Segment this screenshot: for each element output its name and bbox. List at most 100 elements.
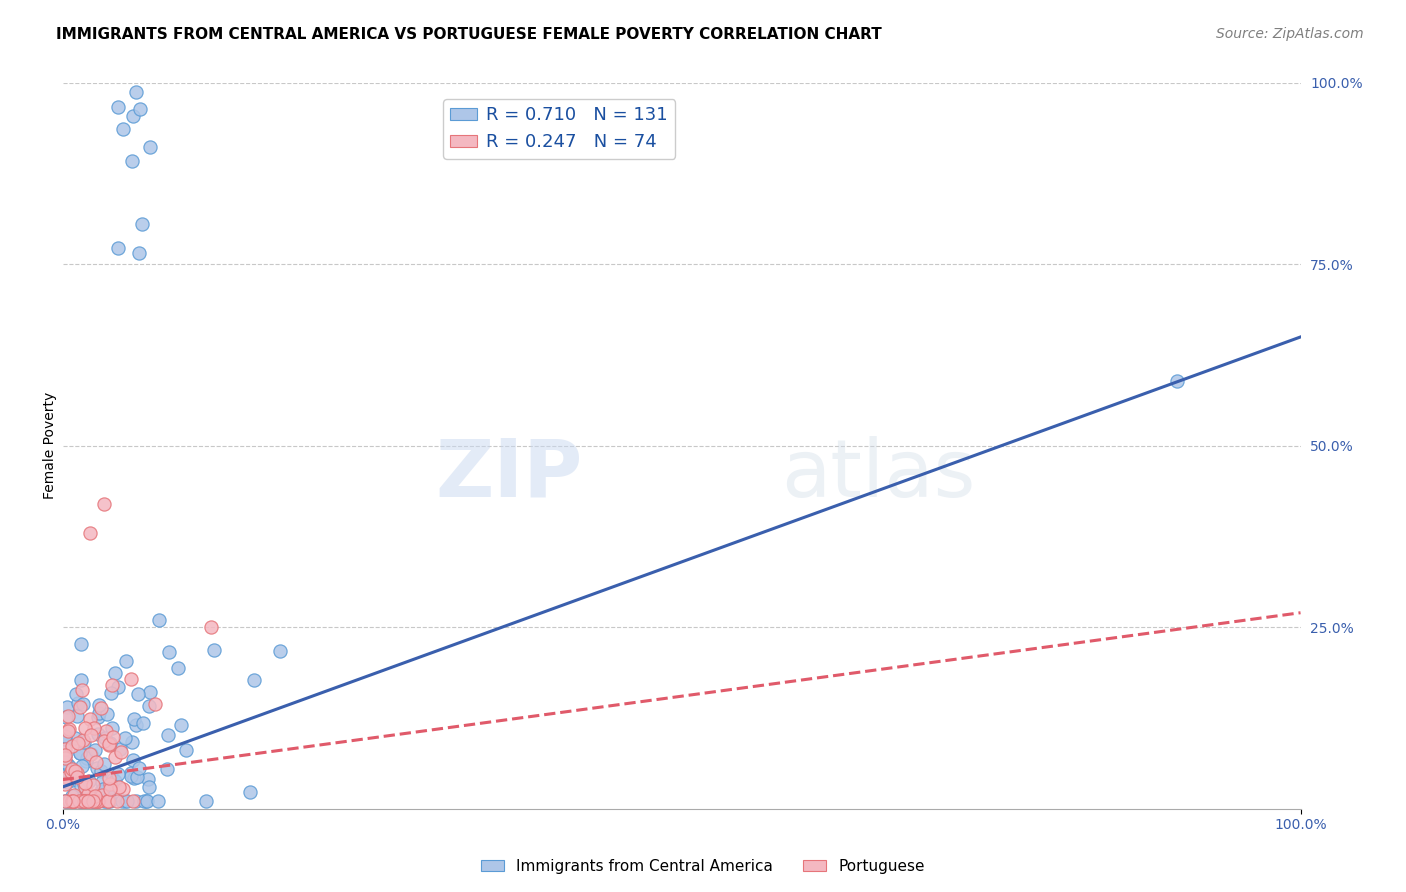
- Point: [98, 737, 121, 751]
- Point: [79, 793, 101, 807]
- Point: [156, 762, 179, 776]
- Point: [84, 794, 107, 808]
- Point: [107, 767, 129, 781]
- Point: [125, 770, 148, 784]
- Point: [69, 790, 91, 805]
- Text: IMMIGRANTS FROM CENTRAL AMERICA VS PORTUGUESE FEMALE POVERTY CORRELATION CHART: IMMIGRANTS FROM CENTRAL AMERICA VS PORTU…: [56, 27, 882, 42]
- Point: [94, 731, 117, 746]
- Point: [97, 794, 120, 808]
- Point: [66, 709, 89, 723]
- Point: [128, 761, 150, 775]
- Point: [60, 739, 83, 753]
- Point: [69, 794, 91, 808]
- Text: Source: ZipAtlas.com: Source: ZipAtlas.com: [1216, 27, 1364, 41]
- Point: [93, 734, 115, 748]
- Point: [63, 788, 86, 802]
- Point: [90, 789, 112, 803]
- Point: [69, 746, 91, 760]
- Point: [98, 771, 121, 785]
- Point: [53, 751, 76, 765]
- Point: [90, 784, 112, 798]
- Point: [60, 794, 83, 808]
- Point: [120, 766, 142, 780]
- Point: [70, 794, 93, 808]
- Point: [125, 794, 148, 808]
- Point: [80, 794, 103, 808]
- Point: [122, 771, 145, 785]
- Point: [83, 743, 105, 757]
- Point: [69, 700, 91, 714]
- Point: [53, 732, 76, 747]
- Point: [194, 794, 217, 808]
- Point: [112, 121, 135, 136]
- Point: [101, 722, 124, 736]
- Point: [124, 712, 146, 726]
- Point: [56, 724, 79, 739]
- Point: [110, 745, 132, 759]
- Point: [170, 717, 193, 731]
- Point: [70, 792, 93, 806]
- Legend: R = 0.710   N = 131, R = 0.247   N = 74: R = 0.710 N = 131, R = 0.247 N = 74: [443, 99, 675, 159]
- Point: [55, 771, 77, 785]
- Point: [72, 794, 94, 808]
- Point: [65, 687, 87, 701]
- Point: [97, 792, 120, 806]
- Point: [89, 706, 111, 721]
- Point: [63, 764, 86, 778]
- Point: [63, 794, 86, 808]
- Point: [87, 698, 110, 712]
- Point: [107, 100, 129, 114]
- Point: [53, 766, 76, 780]
- Point: [101, 772, 124, 787]
- Point: [73, 776, 96, 790]
- Point: [59, 794, 82, 808]
- Point: [82, 794, 104, 808]
- Point: [73, 790, 96, 805]
- Point: [69, 794, 91, 808]
- Point: [90, 700, 112, 714]
- Point: [73, 777, 96, 791]
- Point: [86, 760, 108, 774]
- Point: [76, 751, 98, 765]
- Point: [73, 794, 96, 808]
- Y-axis label: Female Poverty: Female Poverty: [44, 392, 58, 500]
- Point: [108, 780, 131, 794]
- Point: [53, 756, 76, 770]
- Text: ZIP: ZIP: [436, 436, 582, 514]
- Point: [242, 673, 264, 688]
- Point: [138, 698, 160, 713]
- Point: [100, 686, 122, 700]
- Point: [69, 746, 91, 760]
- Point: [87, 794, 110, 808]
- Point: [56, 794, 79, 808]
- Point: [138, 780, 160, 795]
- Point: [1166, 374, 1188, 388]
- Point: [111, 794, 134, 808]
- Point: [91, 775, 114, 789]
- Point: [111, 782, 134, 797]
- Point: [79, 525, 101, 540]
- Point: [65, 731, 87, 745]
- Point: [87, 794, 110, 808]
- Point: [204, 643, 226, 657]
- Point: [62, 794, 84, 808]
- Point: [80, 789, 103, 804]
- Point: [125, 718, 148, 732]
- Point: [55, 794, 77, 808]
- Point: [82, 794, 104, 808]
- Point: [91, 782, 114, 797]
- Point: [269, 644, 291, 658]
- Point: [62, 794, 84, 808]
- Point: [125, 85, 148, 99]
- Point: [101, 678, 124, 692]
- Point: [69, 673, 91, 687]
- Point: [132, 794, 155, 808]
- Point: [107, 241, 129, 255]
- Point: [55, 775, 77, 789]
- Point: [53, 742, 76, 756]
- Point: [93, 794, 115, 808]
- Point: [105, 794, 128, 808]
- Point: [69, 637, 91, 651]
- Point: [79, 794, 101, 808]
- Point: [73, 794, 96, 808]
